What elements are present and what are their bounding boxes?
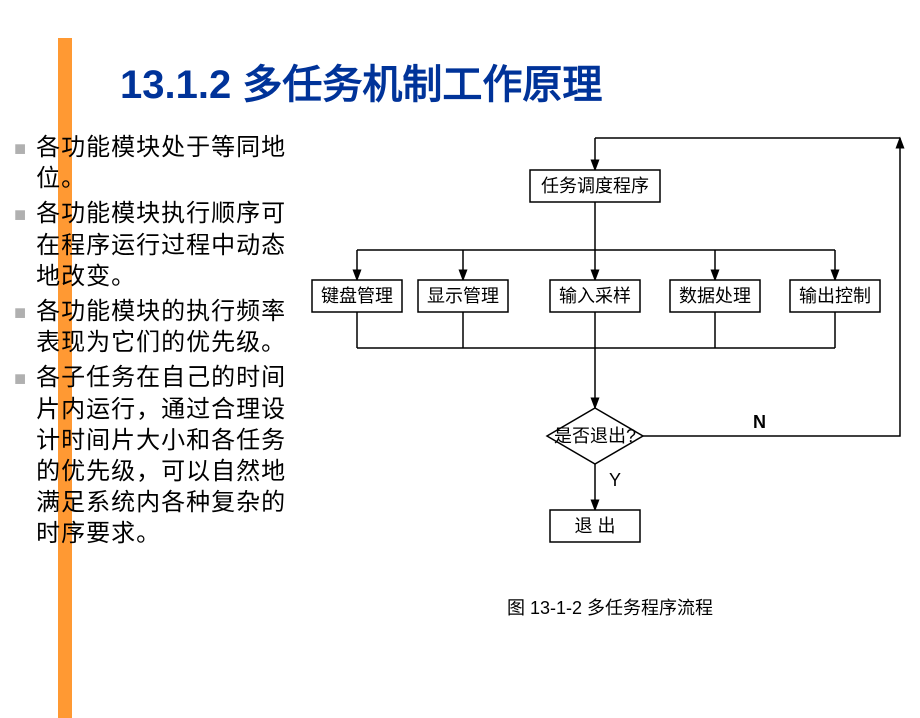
svg-text:退 出: 退 出 — [574, 516, 615, 536]
svg-text:显示管理: 显示管理 — [427, 286, 499, 306]
list-item: ■ 各子任务在自己的时间片内运行，通过合理设计时间片大小和各任务的优先级，可以自… — [14, 362, 304, 549]
bullet-text: 各功能模块的执行频率表现为它们的优先级。 — [36, 296, 304, 358]
bullet-icon: ■ — [14, 138, 26, 161]
bullet-list: ■ 各功能模块处于等同地位。 ■ 各功能模块执行顺序可在程序运行过程中动态地改变… — [14, 132, 304, 553]
list-item: ■ 各功能模块的执行频率表现为它们的优先级。 — [14, 296, 304, 358]
svg-text:输出控制: 输出控制 — [799, 286, 871, 306]
list-item: ■ 各功能模块执行顺序可在程序运行过程中动态地改变。 — [14, 198, 304, 292]
svg-text:任务调度程序: 任务调度程序 — [541, 176, 649, 196]
svg-text:数据处理: 数据处理 — [679, 286, 751, 306]
svg-text:输入采样: 输入采样 — [559, 286, 631, 306]
figure-caption: 图 13-1-2 多任务程序流程 — [410, 594, 810, 620]
bullet-icon: ■ — [14, 302, 26, 325]
svg-text:N: N — [753, 412, 766, 432]
slide-title: 13.1.2 多任务机制工作原理 — [120, 52, 602, 110]
bullet-text: 各功能模块执行顺序可在程序运行过程中动态地改变。 — [36, 198, 304, 292]
bullet-text: 各功能模块处于等同地位。 — [36, 132, 304, 194]
bullet-text: 各子任务在自己的时间片内运行，通过合理设计时间片大小和各任务的优先级，可以自然地… — [36, 362, 304, 549]
bullet-icon: ■ — [14, 368, 26, 391]
svg-text:键盘管理: 键盘管理 — [321, 286, 393, 306]
list-item: ■ 各功能模块处于等同地位。 — [14, 132, 304, 194]
bullet-icon: ■ — [14, 204, 26, 227]
svg-text:是否退出?: 是否退出? — [554, 426, 636, 446]
flowchart-diagram: 任务调度程序键盘管理 显示管理 输入采样 数据处理 输出控制是否退出? Y 退 出 N — [300, 120, 920, 640]
svg-text:Y: Y — [609, 470, 621, 490]
